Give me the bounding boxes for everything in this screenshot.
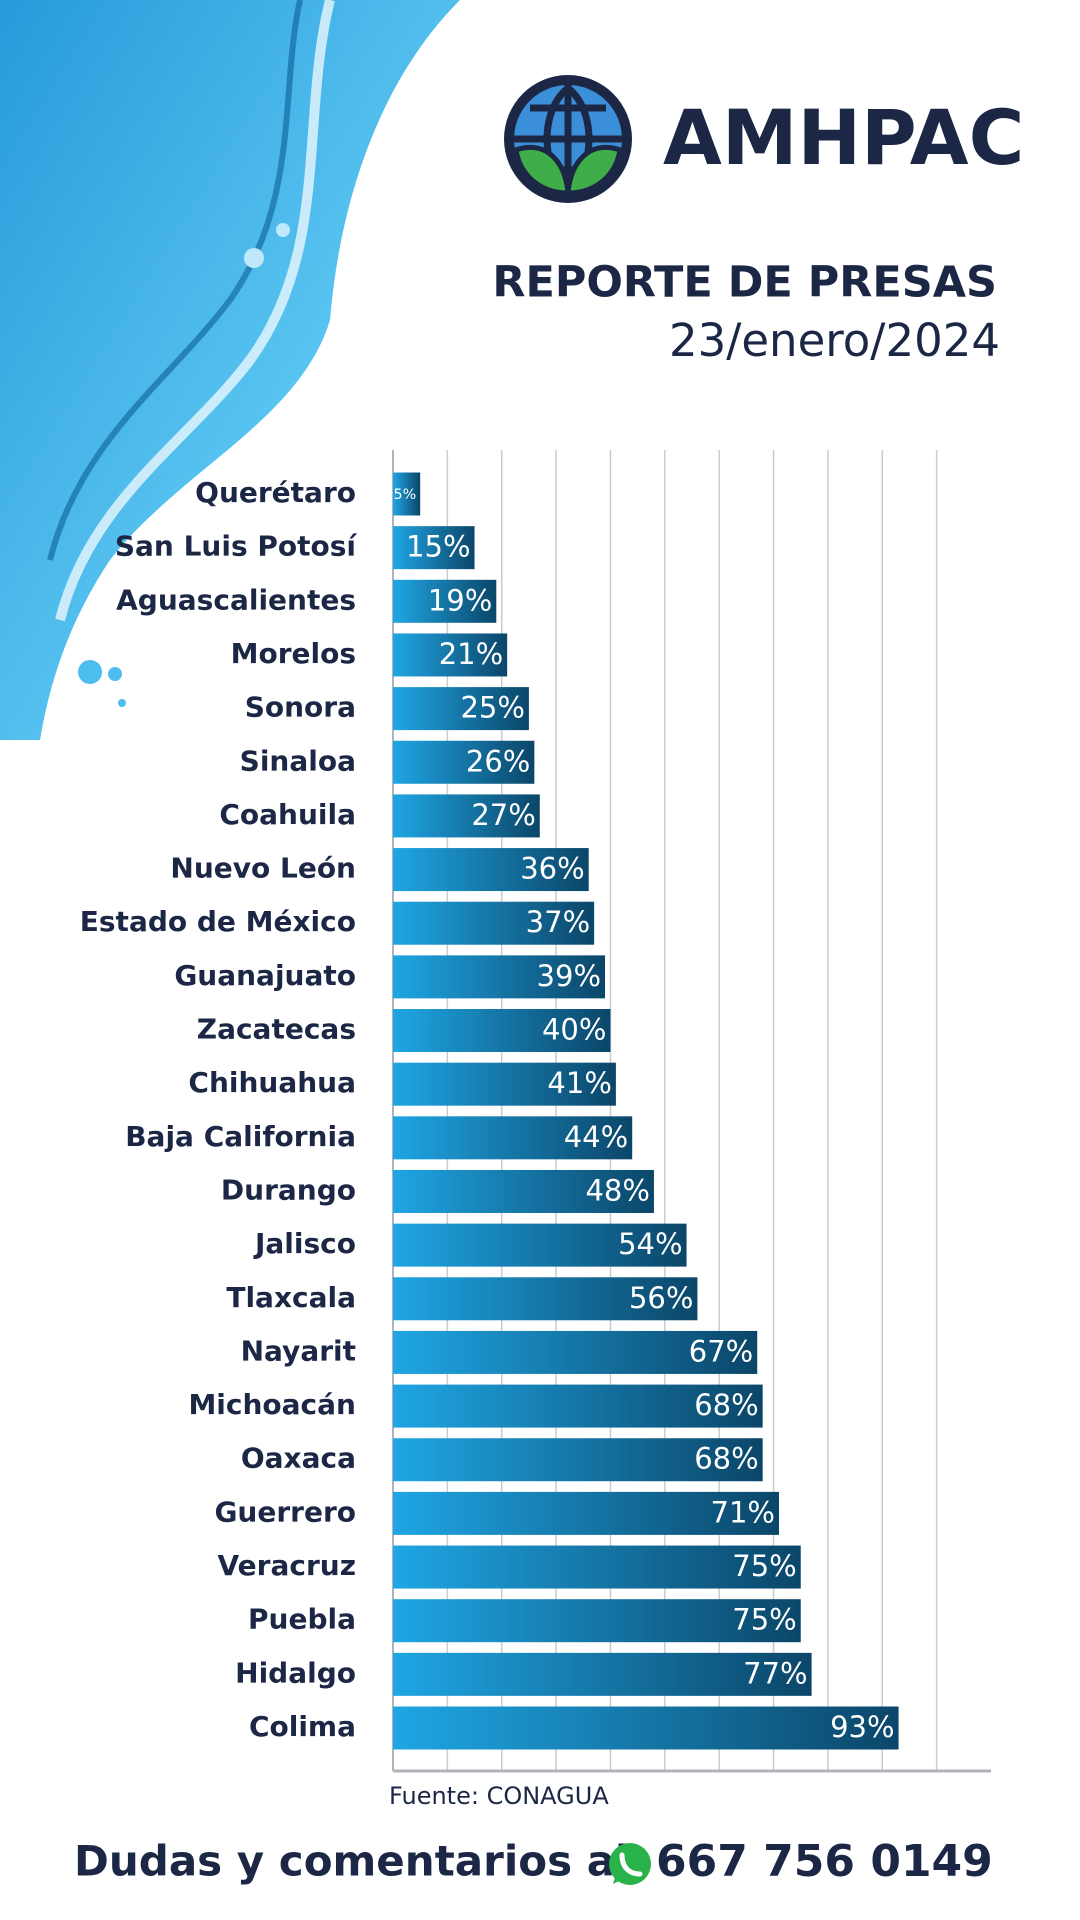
y-tick-label: Hidalgo [235,1656,356,1689]
value-label: 67% [689,1334,753,1368]
y-tick-label: Sonora [245,691,356,724]
bar [393,1438,763,1482]
y-tick-label: Durango [221,1173,356,1206]
value-label: 40% [542,1013,606,1047]
bar [393,1706,899,1750]
value-label: 48% [585,1173,649,1207]
y-tick-label: Tlaxcala [226,1281,356,1314]
y-tick-label: Nuevo León [170,852,356,885]
value-label: 41% [547,1066,611,1100]
footer-text: Dudas y comentarios al [74,1837,629,1886]
bar [393,1384,763,1428]
bar [393,472,421,516]
footer-phone: 667 756 0149 [656,1836,993,1887]
value-label: 75% [732,1603,796,1637]
value-label: 71% [711,1495,775,1529]
y-tick-label: Oaxaca [241,1442,356,1475]
chart-subtitle: 23/enero/2024 [669,314,1000,367]
y-tick-label: Guanajuato [174,959,356,992]
value-label: 19% [428,583,492,617]
value-label: 15% [406,530,470,564]
bar [393,1169,654,1213]
y-tick-label: Nayarit [241,1334,356,1367]
bar [393,1652,812,1696]
value-label: 5% [393,487,416,503]
value-label: 56% [629,1281,693,1315]
y-tick-label: Veracruz [218,1549,356,1582]
bar [393,1116,633,1160]
bar [393,1599,801,1643]
y-tick-label: Guerrero [214,1495,356,1528]
y-tick-label: Puebla [248,1603,356,1636]
value-label: 68% [694,1388,758,1422]
bar [393,579,497,623]
y-tick-label: Sinaloa [240,744,356,777]
value-label: 27% [471,798,535,832]
bar [393,633,508,677]
value-label: 39% [537,959,601,993]
value-label: 37% [526,905,590,939]
y-tick-label: Baja California [125,1120,356,1153]
value-label: 68% [694,1442,758,1476]
bar [393,1223,687,1267]
bar [393,1545,801,1589]
y-tick-label: Estado de México [80,905,356,938]
brand: AMHPAC [663,93,1024,182]
value-label: 54% [618,1227,682,1261]
value-label: 44% [564,1120,628,1154]
bar [393,740,535,784]
bar [393,955,606,999]
bar [393,1062,616,1106]
value-label: 93% [830,1710,894,1744]
bar [393,848,589,892]
bar [393,901,595,945]
bar [393,1009,611,1053]
value-label: 77% [743,1656,807,1690]
chart-title: REPORTE DE PRESAS [492,258,997,308]
chart: Querétaro 5% San Luis Potosí 15% Aguascalien… [80,450,991,1773]
bar [393,526,475,570]
bar [393,1491,779,1535]
bar [393,1330,758,1374]
y-tick-label: Aguascalientes [116,583,356,616]
value-label: 25% [460,691,524,725]
bar [393,687,529,731]
y-tick-label: Morelos [231,637,356,670]
source: Fuente: CONAGUA [389,1782,609,1810]
y-tick-label: San Luis Potosí [115,530,358,563]
y-tick-label: Coahuila [219,798,356,831]
y-tick-label: Zacatecas [197,1013,356,1046]
value-label: 75% [732,1549,796,1583]
bar [393,794,540,838]
y-tick-label: Colima [249,1710,356,1743]
value-label: 26% [466,744,530,778]
whatsapp-icon [609,1843,651,1885]
y-tick-label: Michoacán [188,1388,356,1421]
bar [393,1277,698,1321]
y-tick-label: Jalisco [253,1227,356,1260]
y-tick-label: Querétaro [195,476,356,509]
logo-icon [504,75,632,203]
water-decoration [0,0,460,740]
y-tick-label: Chihuahua [188,1066,356,1099]
value-label: 36% [520,852,584,886]
value-label: 21% [439,637,503,671]
